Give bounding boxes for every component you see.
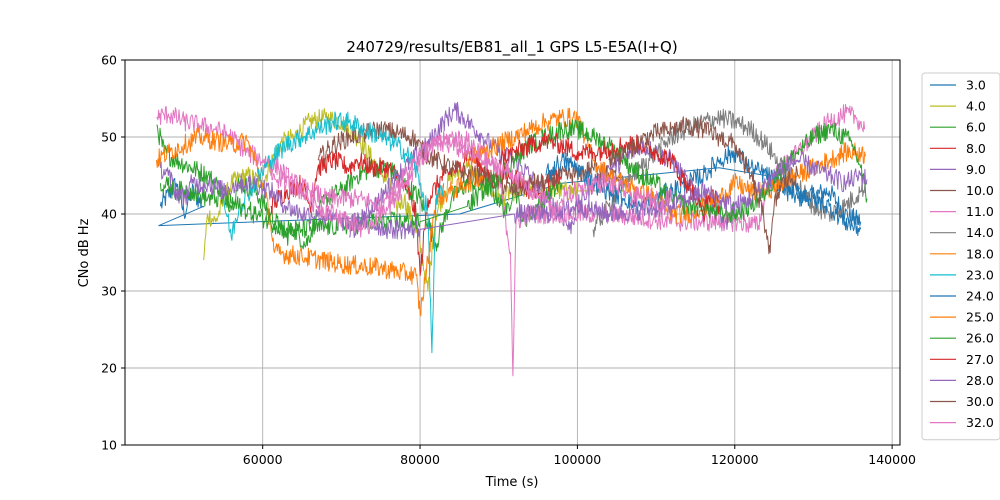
legend-entry: 25.0 (966, 310, 994, 325)
x-axis-ticks: 60000 80000 100000 120000 140000 (243, 445, 916, 467)
y-tick-label: 50 (101, 130, 117, 145)
y-tick-label: 40 (101, 207, 117, 222)
legend-entry: 8.0 (966, 141, 986, 156)
legend-entry: 9.0 (966, 162, 986, 177)
series-line (222, 111, 445, 354)
series-line (349, 101, 736, 239)
legend-entry: 3.0 (966, 78, 986, 93)
x-tick-label: 60000 (243, 452, 283, 467)
series-line (317, 121, 626, 197)
legend-entry: 30.0 (966, 394, 994, 409)
series-line (156, 127, 484, 317)
plot-area (156, 101, 868, 377)
series-line (158, 166, 862, 227)
legend-entry: 18.0 (966, 246, 994, 261)
y-tick-label: 30 (101, 284, 117, 299)
x-tick-label: 80000 (400, 452, 440, 467)
legend-entry: 6.0 (966, 120, 986, 135)
legend-entry: 4.0 (966, 99, 986, 114)
legend-entry: 32.0 (966, 415, 994, 430)
legend-entry: 10.0 (966, 183, 994, 198)
legend-entry: 11.0 (966, 204, 994, 219)
legend-entry: 23.0 (966, 267, 994, 282)
chart-title: 240729/results/EB81_all_1 GPS L5-E5A(I+Q… (346, 38, 677, 57)
x-tick-label: 140000 (868, 452, 916, 467)
y-axis-title: CNo dB Hz (77, 218, 92, 287)
x-tick-label: 100000 (554, 452, 602, 467)
y-axis-ticks: 10 20 30 40 50 60 (101, 53, 125, 453)
series-line (498, 132, 720, 222)
legend-entry: 28.0 (966, 373, 994, 388)
series-line (270, 134, 673, 238)
legend-entry: 26.0 (966, 331, 994, 346)
legend-entry: 24.0 (966, 289, 994, 304)
series-line (159, 151, 868, 240)
y-tick-label: 60 (101, 53, 117, 68)
y-tick-label: 10 (101, 438, 117, 453)
series-line (466, 107, 866, 225)
series-line (608, 116, 799, 255)
x-axis-title: Time (s) (485, 475, 539, 490)
axes-frame (124, 59, 901, 446)
legend-box (921, 72, 1000, 441)
x-tick-label: 120000 (711, 452, 759, 467)
series-line (159, 119, 868, 239)
grid-lines (125, 59, 900, 446)
y-tick-label: 20 (101, 361, 117, 376)
legend-entry: 14.0 (966, 225, 994, 240)
legend-entry: 27.0 (966, 352, 994, 367)
legend: 3.0 4.0 6.0 8.0 9.0 10.0 11.0 14.0 18.0 23.0 24.0 2… (921, 72, 1000, 441)
